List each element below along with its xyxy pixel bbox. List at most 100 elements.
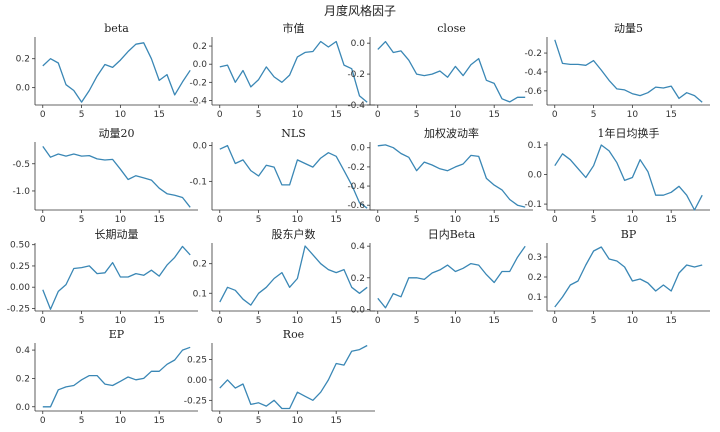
panel-title: beta — [104, 22, 129, 35]
panel-title: 长期动量 — [95, 228, 139, 241]
y-tick-label: 0.0 — [351, 305, 366, 315]
x-tick-label: 0 — [40, 316, 46, 326]
x-tick-label: 10 — [115, 110, 127, 120]
y-tick-label: -0.5 — [12, 160, 30, 170]
x-tick-label: 15 — [330, 215, 341, 225]
x-tick-label: 5 — [591, 215, 597, 225]
y-tick-label: -0.2 — [189, 78, 207, 88]
series-line — [219, 40, 368, 103]
panel-title: 股东户数 — [272, 227, 316, 241]
x-tick-label: 0 — [40, 416, 46, 426]
y-tick-label: 0.0 — [528, 171, 543, 181]
y-tick-label: 0.00 — [187, 376, 207, 386]
y-tick-label: 0.0 — [193, 142, 208, 152]
chart-panel-12: EP 0.0 0.2 0.4 0 5 10 15 — [16, 328, 198, 426]
y-tick-label: 0.50 — [10, 241, 30, 251]
x-tick-label: 0 — [217, 316, 223, 326]
x-tick-label: 10 — [115, 416, 127, 426]
x-tick-label: 15 — [153, 316, 164, 326]
x-tick-label: 10 — [292, 416, 304, 426]
x-tick-label: 10 — [292, 215, 304, 225]
x-tick-label: 10 — [627, 316, 639, 326]
x-tick-label: 5 — [414, 316, 420, 326]
x-tick-label: 0 — [552, 215, 558, 225]
figure-title: 月度风格因子 — [324, 3, 396, 18]
y-tick-label: -0.4 — [524, 68, 542, 78]
x-tick-label: 5 — [414, 215, 420, 225]
x-tick-label: 15 — [330, 316, 341, 326]
x-tick-label: 15 — [665, 110, 676, 120]
x-tick-label: 0 — [217, 215, 223, 225]
x-tick-label: 5 — [591, 316, 597, 326]
series-line — [42, 346, 191, 408]
y-tick-label: 0.0 — [16, 403, 31, 413]
y-tick-label: 0.2 — [16, 55, 30, 65]
y-tick-label: -1.0 — [12, 187, 30, 197]
y-tick-label: -0.2 — [524, 49, 542, 59]
x-tick-label: 0 — [375, 110, 381, 120]
y-tick-label: -0.4 — [347, 101, 365, 111]
panel-title: 日内Beta — [428, 227, 476, 241]
panel-title: 市值 — [283, 21, 305, 35]
panel-title: NLS — [281, 127, 305, 140]
panel-title: EP — [109, 328, 125, 341]
y-tick-label: -0.2 — [347, 70, 365, 80]
y-tick-label: 0.00 — [10, 283, 30, 293]
x-tick-label: 5 — [79, 316, 85, 326]
panel-title: 动量20 — [99, 127, 135, 140]
panel-title: BP — [621, 228, 637, 241]
x-tick-label: 15 — [330, 416, 341, 426]
y-tick-label: -0.4 — [189, 96, 207, 106]
y-tick-label: -0.1 — [524, 200, 542, 210]
x-tick-label: 15 — [330, 110, 341, 120]
series-line — [554, 144, 703, 211]
panel-title: Roe — [283, 328, 304, 341]
series-line — [554, 246, 703, 308]
y-tick-label: -0.1 — [189, 177, 207, 187]
y-tick-label: 0.4 — [16, 346, 31, 356]
x-tick-label: 5 — [256, 416, 262, 426]
y-tick-label: -0.2 — [347, 163, 365, 173]
x-tick-label: 5 — [414, 110, 420, 120]
series-line — [42, 146, 191, 208]
x-tick-label: 15 — [665, 316, 676, 326]
x-tick-label: 0 — [375, 316, 381, 326]
panel-title: 1年日均换手 — [598, 126, 660, 140]
chart-panel-10: 日内Beta 0.0 0.2 0.4 0 5 10 15 — [351, 227, 533, 326]
y-tick-label: -0.4 — [347, 182, 365, 192]
x-tick-label: 10 — [450, 215, 462, 225]
x-tick-label: 0 — [552, 110, 558, 120]
y-tick-label: 0.2 — [193, 260, 207, 270]
x-tick-label: 10 — [292, 110, 304, 120]
y-tick-label: -0.6 — [347, 201, 365, 211]
chart-panel-11: BP 0.1 0.2 0.3 0 5 10 15 — [528, 228, 710, 326]
series-line — [377, 144, 526, 208]
x-tick-label: 5 — [256, 215, 262, 225]
x-tick-label: 15 — [153, 416, 164, 426]
x-tick-label: 15 — [153, 110, 164, 120]
x-tick-label: 10 — [450, 110, 462, 120]
y-tick-label: 0.2 — [16, 374, 30, 384]
x-tick-label: 5 — [591, 110, 597, 120]
chart-panel-3: 动量5 -0.6 -0.4 -0.2 0 5 10 15 — [524, 22, 710, 120]
x-tick-label: 5 — [79, 215, 85, 225]
chart-panel-0: beta 0.0 0.2 0 5 10 15 — [16, 22, 198, 120]
series-line — [42, 42, 191, 103]
y-tick-label: 0.1 — [528, 293, 542, 303]
x-tick-label: 10 — [292, 316, 304, 326]
x-tick-label: 5 — [256, 316, 262, 326]
x-tick-label: 10 — [115, 215, 127, 225]
series-line — [554, 39, 703, 103]
x-tick-label: 15 — [488, 215, 499, 225]
x-tick-label: 0 — [217, 416, 223, 426]
x-tick-label: 0 — [40, 110, 46, 120]
y-tick-label: 0.0 — [16, 84, 31, 94]
y-tick-label: 0.0 — [351, 39, 366, 49]
y-tick-label: 0.25 — [187, 355, 207, 365]
chart-panel-8: 长期动量 -0.25 0.00 0.25 0.50 0 5 10 15 — [7, 228, 198, 326]
chart-panel-2: close -0.4 -0.2 0.0 0 5 10 15 — [347, 22, 533, 120]
y-tick-label: 0.1 — [528, 141, 542, 151]
chart-panel-5: NLS -0.1 0.0 0 5 10 15 — [189, 127, 375, 225]
